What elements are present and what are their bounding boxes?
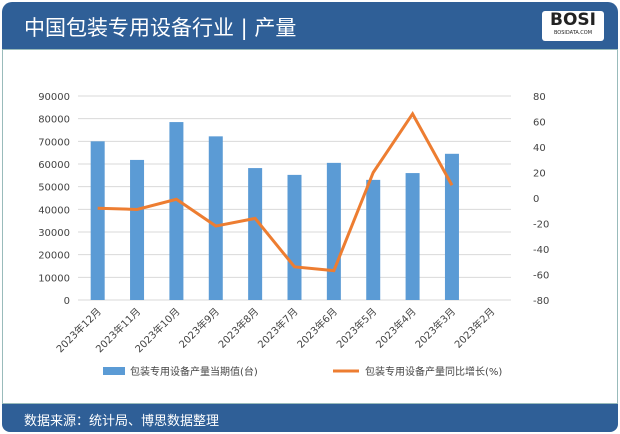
y-left-tick: 20000	[38, 251, 70, 262]
y-right-tick: 80	[533, 92, 546, 103]
x-tick: 2023年7月	[255, 305, 301, 351]
bar	[130, 159, 145, 300]
legend-line-label: 包装专用设备产量同比增长(%)	[365, 365, 502, 378]
bosi-logo: BOSI BOSIDATA.COM	[542, 11, 604, 41]
bar	[444, 153, 459, 300]
page-title: 中国包装专用设备行业 | 产量	[24, 16, 297, 40]
y-right-tick: 20	[533, 169, 546, 180]
bar	[248, 168, 263, 300]
y-left-tick: 90000	[38, 92, 70, 103]
chart: 0 10000 20000 30000 40000 50000 60000 70000 8000…	[38, 92, 549, 378]
bar	[90, 141, 105, 300]
bar	[366, 179, 381, 300]
y-right-tick: 60	[533, 118, 546, 129]
line-series	[97, 110, 454, 273]
x-tick: 2023年2月	[452, 305, 498, 351]
y-right-tick: 40	[533, 143, 546, 154]
x-tick: 2023年6月	[294, 305, 340, 351]
bar	[405, 173, 420, 300]
bar	[326, 162, 341, 300]
x-tick: 2023年4月	[373, 305, 419, 351]
bar	[169, 122, 184, 300]
legend-bar-label: 包装专用设备产量当期值(台)	[130, 365, 258, 378]
y-right-tick: -40	[533, 245, 549, 256]
header: 中国包装专用设备行业 | 产量 BOSI BOSIDATA.COM	[2, 2, 618, 49]
bar	[287, 174, 302, 300]
chart-frame: 0 10000 20000 30000 40000 50000 60000 70000 8000…	[2, 49, 618, 404]
y-left-tick: 40000	[38, 205, 70, 216]
y-right-tick: -60	[533, 271, 549, 282]
y-left-tick: 80000	[38, 115, 70, 126]
data-source: 数据来源：统计局、博思数据整理	[24, 414, 220, 429]
y-right-tick: 0	[533, 194, 539, 205]
y-left-tick: 60000	[38, 160, 70, 171]
y-left-tick: 70000	[38, 137, 70, 148]
y-right-tick: -20	[533, 220, 549, 231]
y-left-tick: 30000	[38, 228, 70, 239]
x-tick: 2023年5月	[334, 305, 380, 351]
y-right-tick: -80	[533, 296, 549, 307]
footer: 数据来源：统计局、博思数据整理	[2, 404, 618, 432]
y-left-tick: 50000	[38, 183, 70, 194]
bar	[208, 136, 223, 300]
y-left-tick: 0	[64, 296, 70, 307]
y-left-tick: 10000	[38, 273, 70, 284]
legend-bar-swatch	[103, 367, 125, 375]
x-tick: 2023年8月	[215, 305, 261, 351]
x-tick: 2023年3月	[412, 305, 458, 351]
x-tick: 2023年9月	[176, 305, 222, 351]
